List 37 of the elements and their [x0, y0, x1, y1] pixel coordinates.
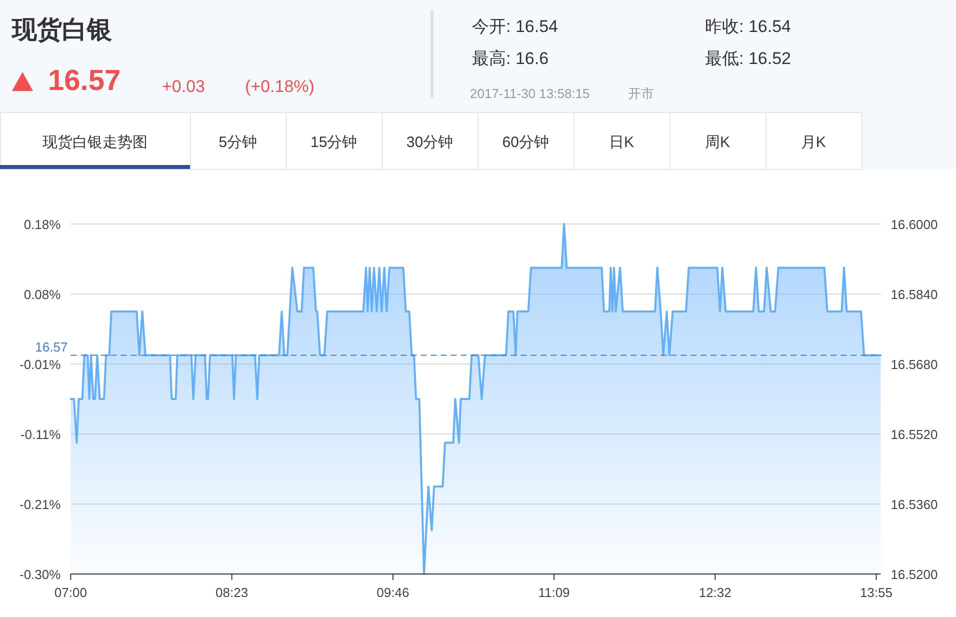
quote-field: 今开: 16.54 [472, 16, 558, 36]
y-tick-label: -0.30% [19, 566, 62, 582]
x-tick-label: 08:23 [216, 584, 248, 600]
y2-tick-label: 16.5680 [890, 356, 938, 372]
quote-field: 昨收: 16.54 [705, 16, 791, 36]
tab: 15分钟 [286, 112, 383, 170]
tab: 60分钟 [478, 112, 575, 170]
x-tick-label: 12:32 [698, 584, 732, 600]
price-change: +0.03 [162, 76, 206, 96]
x-tick-label: 07:00 [54, 584, 87, 600]
y-tick-label: 0.18% [24, 216, 62, 232]
y2-tick-label: 16.5520 [890, 426, 938, 442]
tab-active: 现货白银走势图 [0, 112, 191, 170]
quote-field: 最低: 16.52 [705, 48, 791, 68]
x-tick-label: 13:55 [860, 584, 893, 600]
y2-tick-label: 16.5840 [890, 286, 938, 302]
x-tick-label: 09:46 [376, 584, 410, 600]
last-price: 16.57 [48, 65, 121, 97]
tab: 30分钟 [382, 112, 479, 170]
y-tick-label: -0.01% [19, 356, 62, 372]
y-tick-label: -0.11% [20, 426, 62, 442]
y2-tick-label: 16.5360 [890, 496, 938, 512]
x-tick-label: 11:09 [538, 584, 570, 600]
tab: 月K [765, 112, 862, 170]
price-change-percent: (+0.18%) [245, 76, 314, 96]
market-status: 开市 [628, 86, 654, 100]
tab: 5分钟 [190, 112, 287, 170]
y2-tick-label: 16.5200 [890, 566, 938, 582]
y2-tick-label: 16.6000 [890, 216, 938, 232]
y-tick-label: 0.08% [24, 286, 62, 302]
y-tick-label: -0.21% [19, 496, 62, 512]
quote-field: 最高: 16.6 [472, 48, 549, 68]
chart-title: 现货白银 [11, 16, 113, 44]
timestamp: 2017-11-30 13:58:15 [470, 86, 590, 100]
ref-line-label: 16.57 [35, 338, 68, 354]
tab: 周K [670, 112, 766, 170]
tab: 日K [574, 112, 670, 170]
